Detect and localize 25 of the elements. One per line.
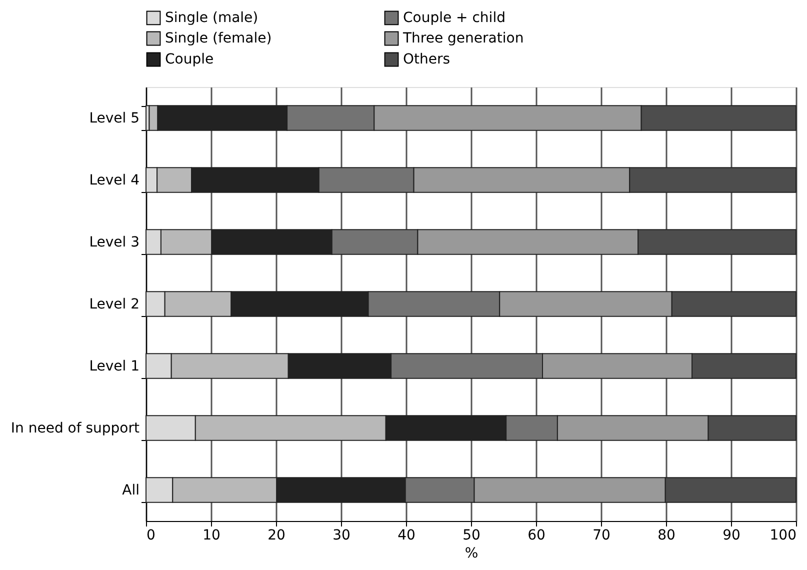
x-tick-label: 40 xyxy=(398,528,416,544)
x-tick-label: 30 xyxy=(332,528,350,544)
x-tick-label: 80 xyxy=(658,528,676,544)
legend-label: Single (male) xyxy=(165,10,258,26)
x-tick-label: 20 xyxy=(268,528,286,544)
x-tick-label: 70 xyxy=(592,528,610,544)
x-tick-label: 10 xyxy=(202,528,220,544)
legend-label: Single (female) xyxy=(165,30,272,46)
y-tick-label: Level 5 xyxy=(89,110,140,126)
x-axis-title: % xyxy=(464,546,478,562)
x-tick-label: 90 xyxy=(722,528,740,544)
x-tick-label: 60 xyxy=(528,528,546,544)
legend-label: Couple + child xyxy=(403,10,506,26)
y-tick-label: All xyxy=(122,482,140,498)
x-tick-label: 100 xyxy=(770,528,796,544)
y-tick-label: Level 2 xyxy=(89,296,140,312)
y-tick-label: Level 1 xyxy=(89,358,140,374)
y-tick-label: Level 4 xyxy=(89,172,140,188)
x-tick-label: 0 xyxy=(146,528,156,544)
y-tick-label: In need of support xyxy=(10,420,140,436)
y-tick-label: Level 3 xyxy=(89,234,140,250)
legend-label: Three generation xyxy=(402,30,524,46)
x-tick-label: 50 xyxy=(462,528,480,544)
legend-label: Couple xyxy=(165,52,214,68)
legend-label: Others xyxy=(403,52,450,68)
